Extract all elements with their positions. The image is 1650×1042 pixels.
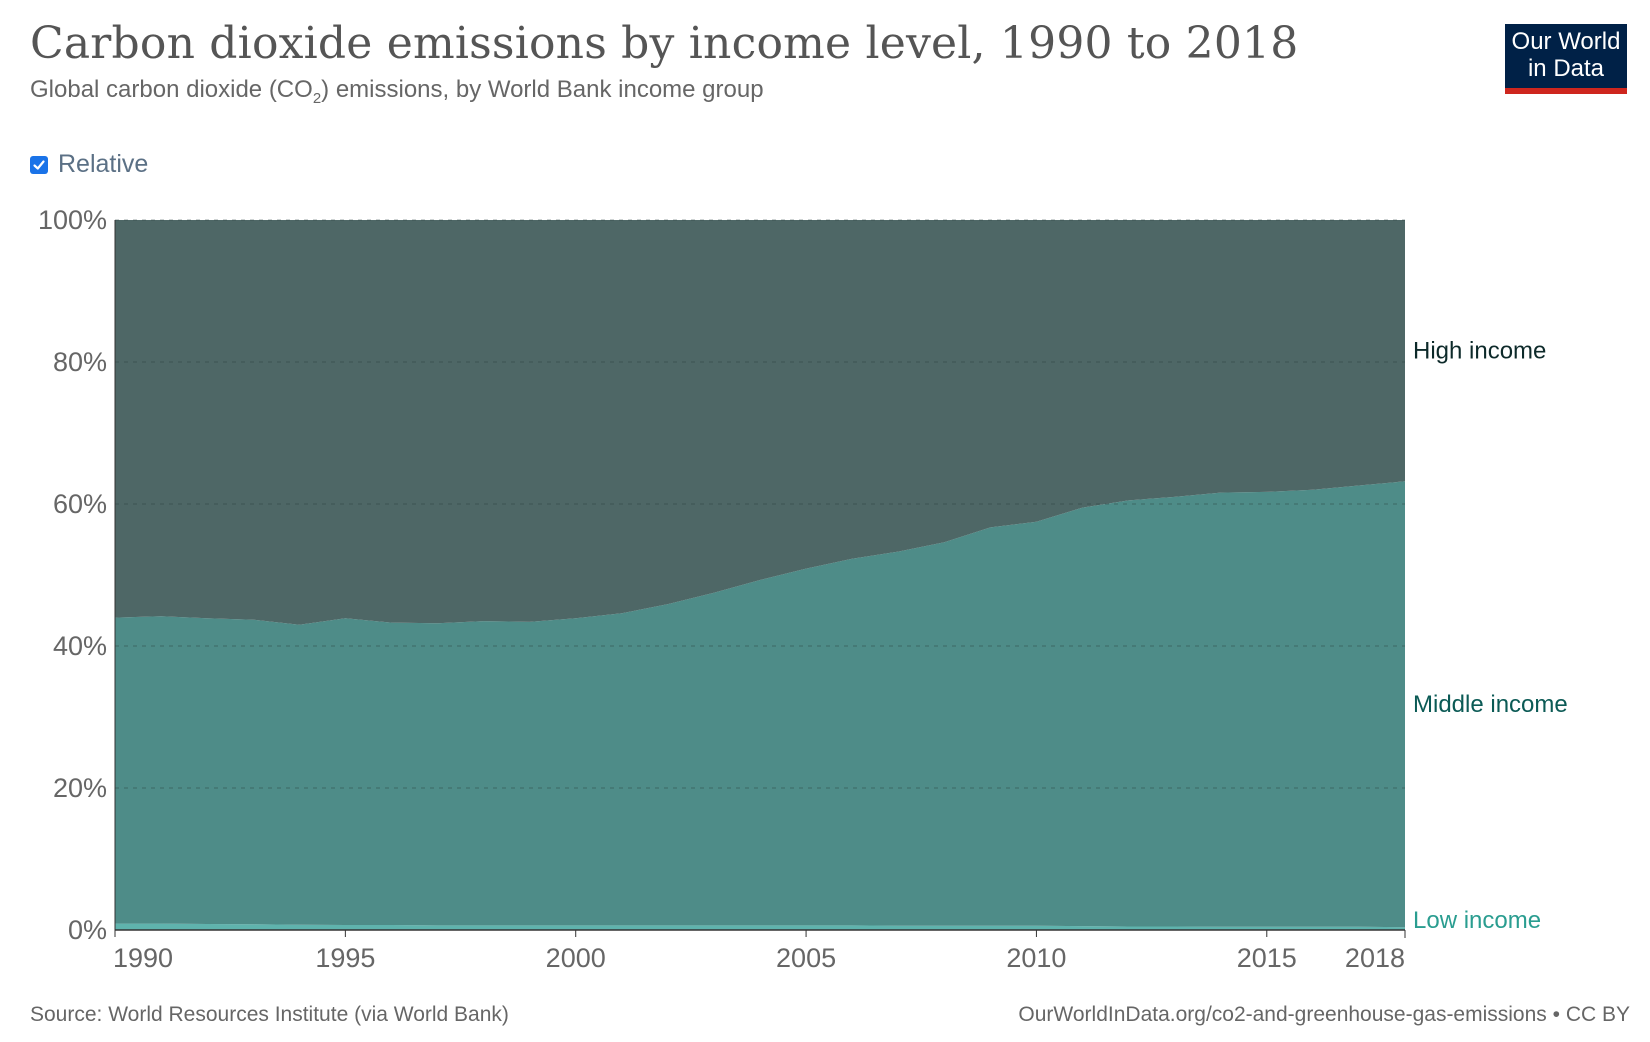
area-middle-income (115, 481, 1405, 928)
subtitle-subscript: 2 (312, 89, 322, 107)
chart-subtitle: Global carbon dioxide (CO2) emissions, b… (30, 76, 764, 107)
y-tick-label: 20% (53, 773, 107, 803)
logo-line-2: in Data (1527, 55, 1605, 82)
logo-line-1: Our World (1511, 28, 1621, 55)
x-tick-label: 1995 (315, 943, 375, 973)
area-high-income (115, 220, 1405, 625)
x-tick-label: 1990 (113, 943, 173, 973)
owid-logo[interactable]: Our World in Data (1505, 24, 1627, 94)
area-low-income (115, 923, 1405, 930)
series-label-low-income: Low income (1413, 907, 1541, 934)
check-icon (33, 159, 45, 170)
relative-label: Relative (58, 150, 149, 178)
x-tick-label: 2010 (1006, 943, 1066, 973)
y-tick-label: 100% (38, 205, 107, 235)
x-tick-label: 2018 (1345, 943, 1405, 973)
relative-checkbox[interactable] (30, 155, 48, 174)
source-url[interactable]: OurWorldInData.org/co2-and-greenhouse-ga… (1018, 1003, 1630, 1026)
stacked-area-chart[interactable]: 0% 20% 40% 60% 80% 100% 1990 1995 2000 2005 2010 20… (0, 0, 1650, 1000)
source-note: Source: World Resources Institute (via W… (30, 1003, 509, 1026)
x-tick-label: 2005 (776, 943, 836, 973)
subtitle-post: ) emissions, by World Bank income group (321, 76, 764, 103)
chart-title: Carbon dioxide emissions by income level… (30, 18, 1299, 69)
y-tick-label: 0% (68, 915, 107, 945)
y-tick-label: 60% (53, 489, 107, 519)
x-tick-label: 2015 (1237, 943, 1297, 973)
y-tick-label: 80% (53, 347, 107, 377)
subtitle-pre: Global carbon dioxide (CO (30, 76, 313, 103)
x-tick-label: 2000 (546, 943, 606, 973)
y-tick-label: 40% (53, 631, 107, 661)
series-label-middle-income: Middle income (1413, 691, 1568, 718)
relative-toggle[interactable]: Relative (30, 150, 148, 179)
series-label-high-income: High income (1413, 338, 1546, 365)
